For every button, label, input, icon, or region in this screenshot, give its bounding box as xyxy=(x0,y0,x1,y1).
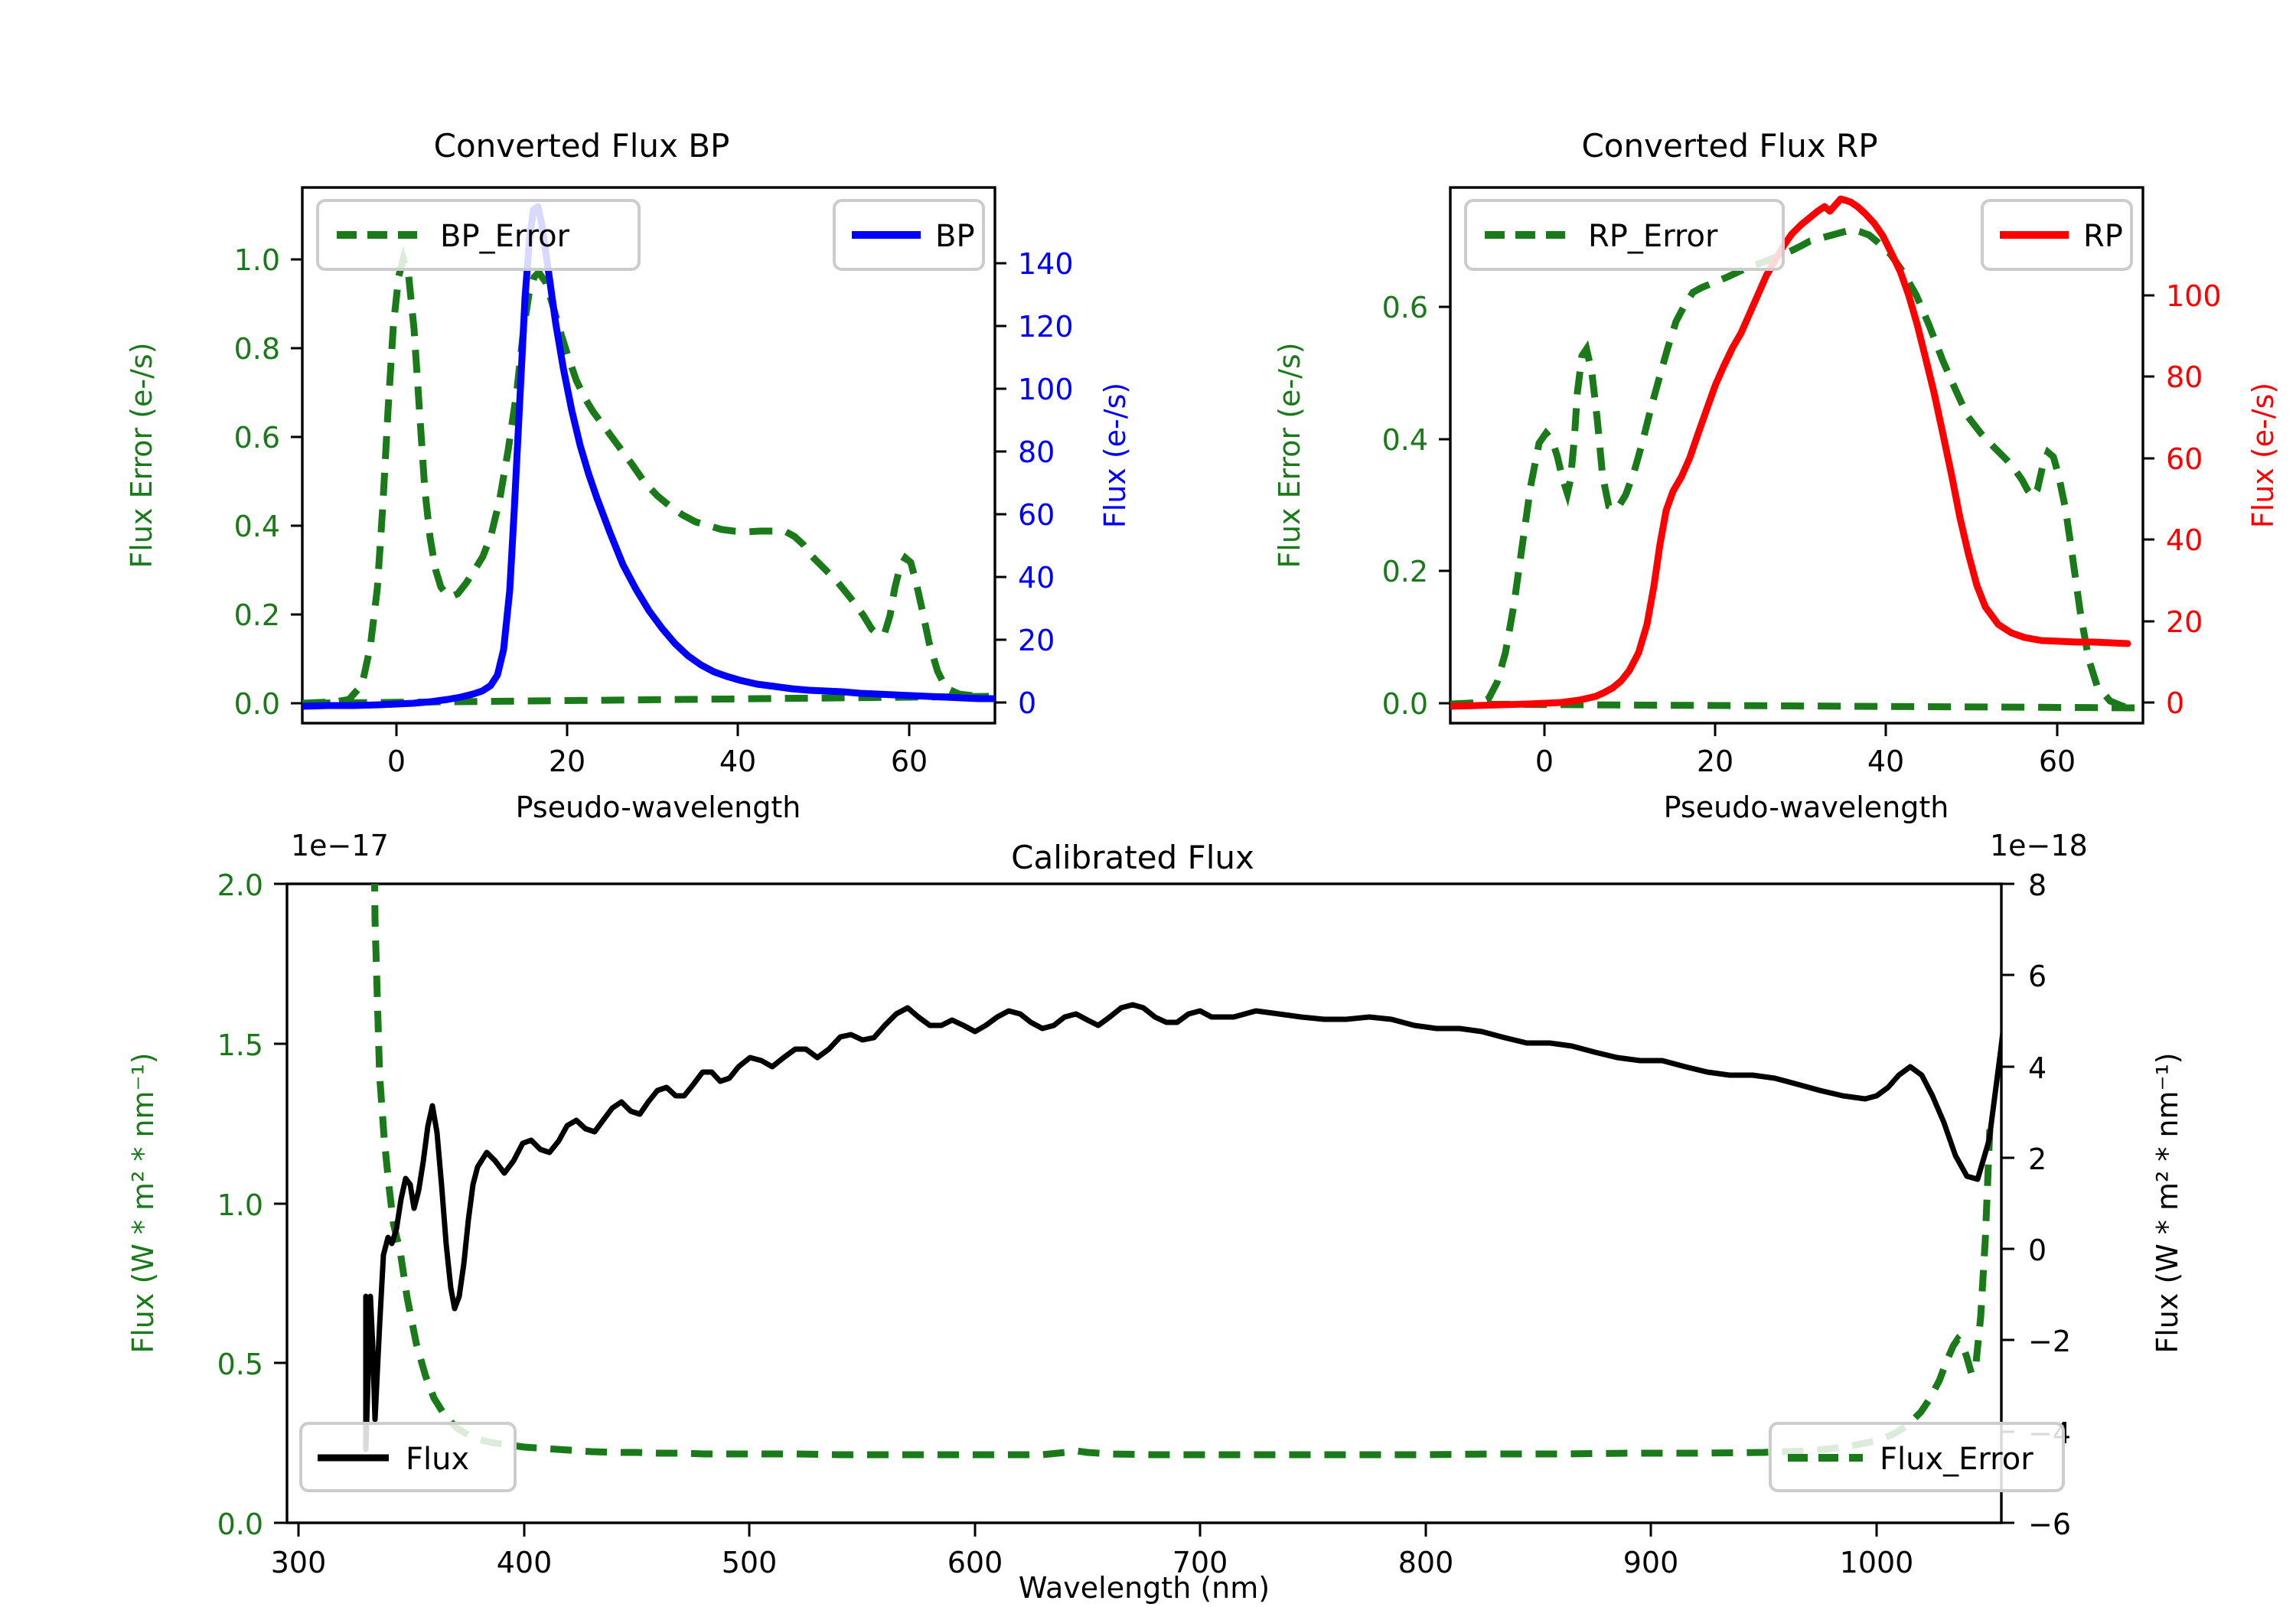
rp-ylabel-left: Flux Error (e-/s) xyxy=(1273,342,1306,568)
cal-xtick-5: 800 xyxy=(1398,1546,1454,1579)
cal-ytick-r-2: −2 xyxy=(2028,1325,2071,1358)
rp-left-axis: 0.0 0.2 0.4 0.6 Flux Error (e-/s) xyxy=(1273,291,1450,721)
cal-ytick-r-0: −6 xyxy=(2028,1508,2071,1541)
rp-ytick-r-2: 40 xyxy=(2166,523,2203,557)
rp-ytick-r-5: 100 xyxy=(2166,279,2222,313)
calibrated-left-axis: 0.0 0.5 1.0 1.5 2.0 Flux (W * m² * nm⁻¹) xyxy=(126,869,287,1541)
cal-xtick-4: 700 xyxy=(1172,1546,1228,1579)
bp-title-group: Converted Flux BP xyxy=(434,127,730,165)
bp-ytick-2: 0.4 xyxy=(234,510,280,543)
cal-ytick-r-5: 4 xyxy=(2028,1051,2047,1085)
calibrated-title: Calibrated Flux xyxy=(1011,839,1254,876)
bp-ytick-r-1: 20 xyxy=(1018,624,1055,657)
rp-title: Converted Flux RP xyxy=(1581,127,1877,165)
bp-ylabel-right: Flux (e-/s) xyxy=(1098,383,1132,528)
rp-ytick-r-3: 60 xyxy=(2166,442,2203,476)
panel-calibrated-flux: Calibrated Flux 1e−17 1e−18 0.0 0.5 1.0 xyxy=(0,811,2296,1607)
bp-ytick-r-0: 0 xyxy=(1018,686,1036,720)
bp-xtick-3: 60 xyxy=(891,745,928,778)
cal-xtick-7: 1000 xyxy=(1840,1546,1914,1579)
bp-ytick-5: 1.0 xyxy=(234,243,280,277)
calibrated-error-series xyxy=(371,884,1994,1459)
cal-ytick-r-6: 6 xyxy=(2028,960,2047,993)
rp-ytick-0: 0.0 xyxy=(1382,687,1428,721)
cal-xtick-2: 500 xyxy=(722,1546,778,1579)
cal-xtick-6: 900 xyxy=(1623,1546,1679,1579)
cal-xtick-1: 400 xyxy=(497,1546,553,1579)
bp-x-axis: 0 20 40 60 Pseudo-wavelength xyxy=(387,723,928,824)
rp-right-axis: 0 20 40 60 80 100 Flux (e-/s) xyxy=(2143,279,2280,720)
bp-xlabel: Pseudo-wavelength xyxy=(516,790,801,824)
calibrated-legend-error[interactable]: Flux_Error xyxy=(1769,1422,2065,1492)
cal-ytick-0: 0.0 xyxy=(217,1508,263,1541)
rp-xtick-0: 0 xyxy=(1535,745,1554,778)
cal-ytick-4: 2.0 xyxy=(217,869,263,902)
bp-xtick-0: 0 xyxy=(387,745,406,778)
bp-xtick-1: 20 xyxy=(549,745,585,778)
calibrated-ylabel-left: Flux (W * m² * nm⁻¹) xyxy=(126,1052,160,1353)
panel-converted-flux-rp: Converted Flux RP 0.0 0.2 0.4 0.6 Flux E… xyxy=(1148,0,2296,842)
bp-ytick-r-6: 120 xyxy=(1018,310,1074,344)
bp-ylabel-left: Flux Error (e-/s) xyxy=(125,342,158,568)
calibrated-legend-flux[interactable]: Flux xyxy=(299,1422,517,1492)
calibrated-offset-left: 1e−17 xyxy=(291,829,389,862)
rp-ytick-r-1: 20 xyxy=(2166,605,2203,639)
rp-ytick-r-0: 0 xyxy=(2166,686,2184,720)
bp-ytick-r-2: 40 xyxy=(1018,561,1055,595)
cal-ytick-r-4: 2 xyxy=(2028,1143,2047,1176)
rp-ytick-2: 0.4 xyxy=(1382,423,1428,457)
bp-legend-flux[interactable]: BP xyxy=(833,199,985,271)
calibrated-legend-error-label: Flux_Error xyxy=(1880,1442,2033,1477)
cal-xtick-3: 600 xyxy=(947,1546,1003,1579)
rp-legend-error[interactable]: RP_Error xyxy=(1464,199,1785,271)
bp-ytick-r-3: 60 xyxy=(1018,498,1055,532)
rp-ytick-3: 0.6 xyxy=(1382,291,1428,324)
bp-left-axis: 0.0 0.2 0.4 0.6 0.8 1.0 Flux Error (e-/s… xyxy=(125,243,302,721)
bp-ytick-3: 0.6 xyxy=(234,421,280,455)
rp-plot-frame xyxy=(1449,186,2144,725)
calibrated-xlabel: Wavelength (nm) xyxy=(1019,1571,1270,1605)
calibrated-legend-flux-label: Flux xyxy=(406,1442,469,1477)
rp-legend-flux-label: RP xyxy=(2083,219,2123,254)
cal-ytick-1: 0.5 xyxy=(217,1348,263,1381)
cal-ytick-r-7: 8 xyxy=(2028,869,2047,902)
bp-legend-error[interactable]: BP_Error xyxy=(316,199,641,271)
rp-flux-series xyxy=(1450,195,2131,710)
bp-error-series xyxy=(302,246,990,707)
bp-legend-error-label: BP_Error xyxy=(440,219,570,254)
bp-title: Converted Flux BP xyxy=(434,127,730,165)
cal-ytick-2: 1.0 xyxy=(217,1188,263,1222)
bp-ytick-1: 0.2 xyxy=(234,598,280,632)
bp-plot-frame xyxy=(301,186,996,725)
rp-legend-error-label: RP_Error xyxy=(1588,219,1718,254)
cal-ytick-r-3: 0 xyxy=(2028,1234,2047,1267)
rp-xtick-3: 60 xyxy=(2039,745,2076,778)
rp-x-axis: 0 20 40 60 Pseudo-wavelength xyxy=(1535,723,2076,824)
bp-flux-series xyxy=(302,203,995,710)
bp-right-axis: 0 20 40 60 80 100 120 140 Flux (e-/s) xyxy=(995,247,1132,720)
bp-xtick-2: 40 xyxy=(719,745,756,778)
bp-ytick-r-7: 140 xyxy=(1018,247,1074,281)
cal-xtick-0: 300 xyxy=(271,1546,327,1579)
calibrated-flux-series xyxy=(363,1002,2001,1452)
bp-ytick-4: 0.8 xyxy=(234,332,280,366)
rp-ytick-r-4: 80 xyxy=(2166,360,2203,394)
calibrated-plot-frame xyxy=(285,882,2003,1524)
rp-legend-flux[interactable]: RP xyxy=(1981,199,2133,271)
calibrated-x-axis: 300 400 500 600 700 800 900 1000 Wavelen… xyxy=(271,1523,1914,1605)
bp-ytick-r-4: 80 xyxy=(1018,435,1055,469)
rp-xlabel: Pseudo-wavelength xyxy=(1664,790,1949,824)
rp-ylabel-right: Flux (e-/s) xyxy=(2246,383,2280,528)
bp-ytick-0: 0.0 xyxy=(234,687,280,721)
cal-ytick-3: 1.5 xyxy=(217,1028,263,1062)
bp-ytick-r-5: 100 xyxy=(1018,373,1074,406)
calibrated-ylabel-right: Flux (W * m² * nm⁻¹) xyxy=(2151,1052,2184,1353)
rp-ytick-1: 0.2 xyxy=(1382,555,1428,588)
bp-legend-flux-label: BP xyxy=(935,219,975,254)
calibrated-offset-right: 1e−18 xyxy=(1990,829,2088,862)
panel-converted-flux-bp: Converted Flux BP 0.0 0.2 0.4 0.6 xyxy=(0,0,1148,842)
rp-xtick-2: 40 xyxy=(1867,745,1904,778)
rp-xtick-1: 20 xyxy=(1697,745,1733,778)
